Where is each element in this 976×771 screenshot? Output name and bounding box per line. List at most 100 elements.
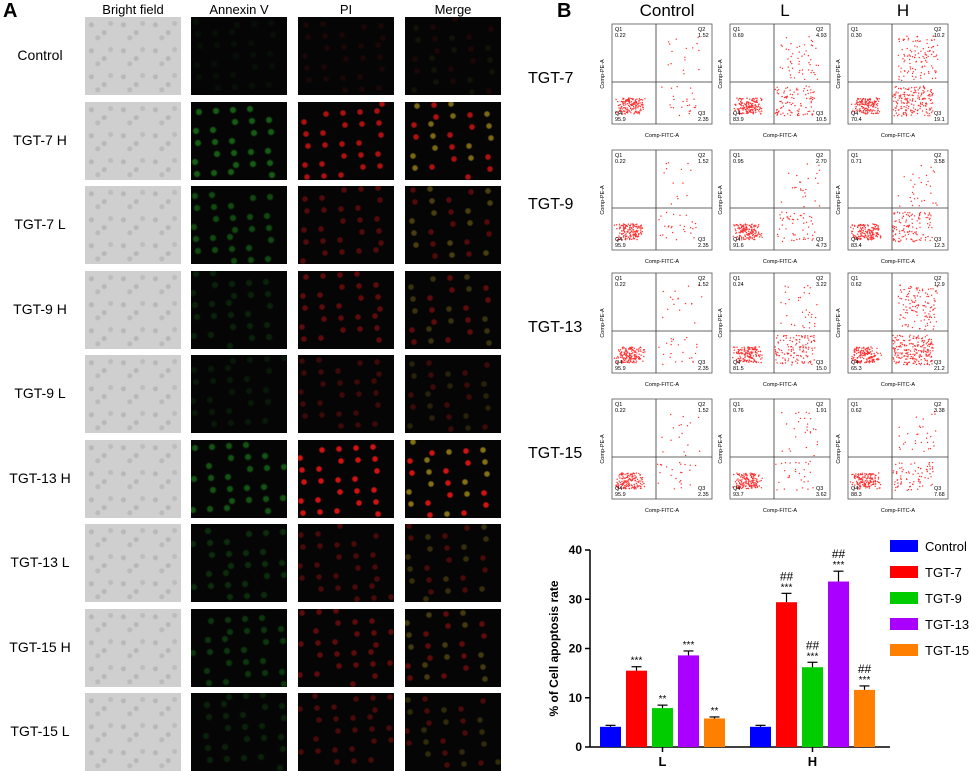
event-dot <box>761 110 763 112</box>
event-dot <box>926 351 928 354</box>
event-dot <box>905 221 907 223</box>
event-dot <box>622 362 624 364</box>
event-dot <box>748 109 750 111</box>
event-dot <box>915 416 918 418</box>
event-dot <box>893 93 895 96</box>
event-dot <box>919 226 921 229</box>
event-dot <box>910 355 912 358</box>
event-dot <box>904 98 906 101</box>
event-dot <box>674 290 676 292</box>
flow-cytometry-plot: Q10.69Q24.93Q483.9Q310.5Comp-FITC-AComp-… <box>718 23 831 139</box>
event-dot <box>877 481 880 483</box>
event-dot <box>865 480 867 482</box>
event-dot <box>815 64 817 66</box>
event-dot <box>877 225 879 227</box>
event-dot <box>893 100 895 103</box>
event-dot <box>623 347 625 349</box>
event-dot <box>930 355 933 358</box>
event-dot <box>905 352 908 354</box>
event-dot <box>929 352 932 354</box>
event-dot <box>638 100 640 102</box>
event-dot <box>615 98 617 101</box>
event-dot <box>919 211 922 214</box>
event-dot <box>633 477 635 480</box>
event-dot <box>693 237 695 239</box>
event-dot <box>903 355 905 357</box>
event-dot <box>740 236 743 238</box>
event-dot <box>898 78 900 80</box>
event-dot <box>738 358 741 360</box>
event-dot <box>924 347 926 349</box>
event-dot <box>897 354 899 357</box>
event-dot <box>781 450 783 452</box>
event-dot <box>926 360 928 362</box>
event-dot <box>902 215 904 218</box>
event-dot <box>909 353 911 356</box>
event-dot <box>789 114 791 117</box>
event-dot <box>918 356 921 359</box>
event-dot <box>749 480 751 483</box>
event-dot <box>624 226 627 228</box>
event-dot <box>790 77 792 79</box>
event-dot <box>640 350 642 352</box>
event-dot <box>918 87 921 90</box>
event-dot <box>878 98 880 100</box>
event-dot <box>622 100 624 103</box>
event-dot <box>861 473 864 476</box>
event-dot <box>896 103 899 105</box>
event-dot <box>794 187 796 189</box>
event-dot <box>864 102 866 104</box>
event-dot <box>855 107 857 110</box>
event-dot <box>673 488 676 490</box>
event-dot <box>902 58 904 60</box>
event-dot <box>918 239 921 241</box>
event-dot <box>916 287 918 290</box>
significance-hash: ## <box>858 662 872 676</box>
quadrant-name: Q3 <box>698 360 705 366</box>
micrograph-pi <box>298 101 394 180</box>
event-dot <box>638 480 640 482</box>
event-dot <box>634 350 637 352</box>
event-dot <box>915 86 917 89</box>
event-dot <box>737 478 739 480</box>
micrograph-bright <box>85 355 181 433</box>
event-dot <box>910 90 912 93</box>
event-dot <box>788 475 790 477</box>
event-dot <box>636 98 638 100</box>
event-dot <box>627 479 629 481</box>
event-dot <box>927 324 929 327</box>
event-dot <box>756 226 759 229</box>
event-dot <box>643 485 646 488</box>
event-dot <box>632 98 634 101</box>
event-dot <box>879 237 882 239</box>
event-dot <box>787 286 789 288</box>
event-dot <box>915 349 918 351</box>
event-dot <box>629 360 631 362</box>
event-dot <box>900 477 902 479</box>
event-dot <box>627 236 630 238</box>
event-dot <box>899 467 901 469</box>
event-dot <box>854 225 856 227</box>
event-dot <box>903 228 905 230</box>
event-dot <box>640 229 642 231</box>
event-dot <box>776 489 778 491</box>
event-dot <box>805 94 807 96</box>
event-dot <box>623 359 625 361</box>
event-dot <box>897 92 899 94</box>
event-dot <box>746 101 748 103</box>
event-dot <box>616 361 618 363</box>
event-dot <box>930 91 933 94</box>
event-dot <box>619 356 622 358</box>
event-dot <box>871 347 873 349</box>
event-dot <box>791 361 793 363</box>
event-dot <box>855 361 857 363</box>
event-dot <box>875 228 877 231</box>
event-dot <box>878 100 880 102</box>
event-dot <box>788 298 790 301</box>
y-tick-label: 20 <box>569 642 583 656</box>
event-dot <box>642 360 644 362</box>
event-dot <box>858 479 860 481</box>
event-dot <box>901 352 903 354</box>
event-dot <box>736 472 738 474</box>
event-dot <box>629 475 631 477</box>
